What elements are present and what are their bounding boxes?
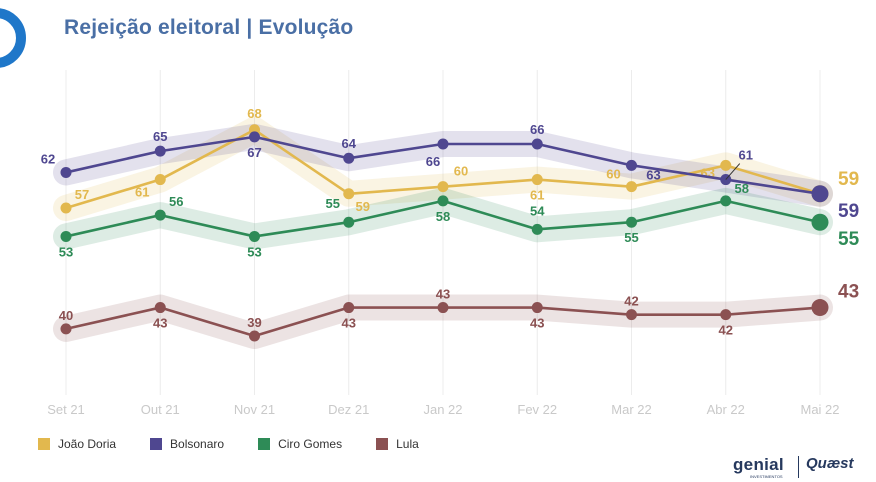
data-label-ciro: 56 xyxy=(169,194,183,209)
legend-item-lula: Lula xyxy=(376,437,419,451)
quaest-logo: Quæst xyxy=(806,455,854,472)
data-label-doria: 60 xyxy=(606,167,620,182)
x-tick-label: Nov 21 xyxy=(234,402,275,417)
data-point-bolsonaro xyxy=(531,138,543,150)
data-point-lula xyxy=(343,302,355,314)
data-label-ciro: 58 xyxy=(735,181,749,196)
data-label-lula: 42 xyxy=(624,294,638,309)
data-point-lula xyxy=(720,309,732,321)
data-point-ciro xyxy=(626,216,637,228)
data-label-bolsonaro: 62 xyxy=(41,151,55,166)
data-label-bolsonaro: 59 xyxy=(838,201,859,222)
data-label-ciro: 55 xyxy=(838,229,860,250)
data-point-bolsonaro xyxy=(811,185,829,203)
data-point-bolsonaro xyxy=(249,131,260,143)
legend: João Doria Bolsonaro Ciro Gomes Lula xyxy=(38,437,453,451)
legend-swatch-bolsonaro xyxy=(150,438,163,450)
data-label-doria: 60 xyxy=(454,164,468,179)
data-label-lula: 43 xyxy=(153,316,167,331)
x-tick-label: Mai 22 xyxy=(800,402,839,417)
data-point-doria xyxy=(60,202,72,214)
data-point-ciro xyxy=(531,223,543,235)
data-label-doria: 61 xyxy=(135,185,149,200)
x-tick-label: Out 21 xyxy=(141,402,180,417)
data-label-doria: 59 xyxy=(838,169,859,190)
data-label-lula: 39 xyxy=(247,315,261,330)
data-point-lula xyxy=(531,302,543,314)
data-label-ciro: 53 xyxy=(59,244,73,259)
data-label-bolsonaro: 66 xyxy=(530,122,544,137)
data-label-lula: 43 xyxy=(530,316,544,331)
legend-swatch-ciro xyxy=(258,438,271,450)
data-point-ciro xyxy=(437,195,449,207)
data-label-lula: 42 xyxy=(719,323,733,338)
x-tick-label: Fev 22 xyxy=(517,402,557,417)
legend-swatch-lula xyxy=(376,438,389,450)
legend-label-lula: Lula xyxy=(396,437,419,451)
data-point-ciro xyxy=(343,216,355,228)
x-tick-label: Dez 21 xyxy=(328,402,369,417)
label-leader-line xyxy=(725,163,741,180)
data-label-lula: 43 xyxy=(838,282,859,303)
legend-item-bolsonaro: Bolsonaro xyxy=(150,437,224,451)
x-tick-label: Jan 22 xyxy=(423,402,462,417)
data-point-ciro xyxy=(60,230,72,242)
legend-item-ciro: Ciro Gomes xyxy=(258,437,342,451)
data-point-doria xyxy=(531,174,543,186)
data-label-bolsonaro: 64 xyxy=(342,136,357,151)
data-point-lula xyxy=(437,302,449,314)
legend-label-bolsonaro: Bolsonaro xyxy=(170,437,225,451)
data-label-doria: 61 xyxy=(530,188,544,203)
data-label-ciro: 55 xyxy=(624,230,638,245)
data-label-doria: 68 xyxy=(247,106,261,121)
data-point-lula xyxy=(249,330,260,342)
data-label-lula: 43 xyxy=(342,316,356,331)
chart-title: Rejeição eleitoral | Evolução xyxy=(64,16,354,39)
genial-logo: genial xyxy=(733,455,784,474)
data-point-doria xyxy=(437,181,449,193)
data-label-doria: 59 xyxy=(356,199,370,214)
data-point-ciro xyxy=(249,230,260,242)
data-point-bolsonaro xyxy=(626,159,637,171)
legend-swatch-doria xyxy=(38,438,50,450)
genial-logo-sub: INVESTIMENTOS xyxy=(750,474,783,479)
data-point-ciro xyxy=(720,195,732,207)
data-point-bolsonaro xyxy=(60,166,72,178)
legend-label-doria: João Doria xyxy=(58,437,117,451)
data-point-lula xyxy=(154,302,166,314)
data-point-ciro xyxy=(811,213,829,231)
data-label-doria: 57 xyxy=(75,187,89,202)
data-label-ciro: 53 xyxy=(247,244,261,259)
data-point-lula xyxy=(811,299,829,317)
data-label-bolsonaro: 66 xyxy=(426,154,440,169)
data-point-doria xyxy=(626,181,637,193)
legend-item-doria: João Doria xyxy=(38,437,116,451)
x-tick-label: Set 21 xyxy=(47,402,85,417)
data-label-bolsonaro: 65 xyxy=(153,129,167,144)
legend-label-ciro: Ciro Gomes xyxy=(278,437,343,451)
data-point-doria xyxy=(343,188,355,200)
data-label-bolsonaro: 61 xyxy=(739,148,753,163)
data-point-lula xyxy=(626,309,637,321)
x-tick-label: Mar 22 xyxy=(611,402,651,417)
data-point-lula xyxy=(60,323,72,335)
data-label-bolsonaro: 67 xyxy=(247,145,261,160)
data-point-bolsonaro xyxy=(154,145,166,157)
data-label-ciro: 54 xyxy=(530,203,545,218)
brand-divider xyxy=(798,456,799,478)
data-label-ciro: 55 xyxy=(326,196,340,211)
data-point-bolsonaro xyxy=(437,138,449,150)
data-point-bolsonaro xyxy=(343,152,355,164)
data-label-ciro: 58 xyxy=(436,209,450,224)
data-point-doria xyxy=(720,159,732,171)
data-point-doria xyxy=(154,174,166,186)
x-tick-label: Abr 22 xyxy=(707,402,745,417)
data-label-lula: 40 xyxy=(59,308,73,323)
data-label-bolsonaro: 63 xyxy=(646,167,660,182)
data-point-ciro xyxy=(154,209,166,221)
data-label-lula: 43 xyxy=(436,287,450,302)
